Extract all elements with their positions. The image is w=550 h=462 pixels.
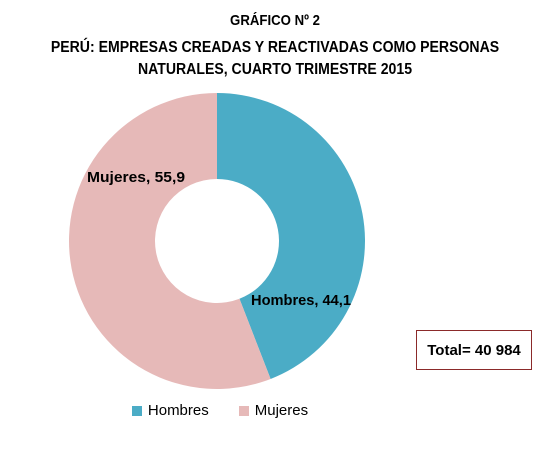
chart-legend: Hombres Mujeres <box>0 402 440 419</box>
chart-title-block: GRÁFICO Nº 2 PERÚ: EMPRESAS CREADAS Y RE… <box>33 12 517 81</box>
donut-slices <box>69 93 366 389</box>
total-box: Total= 40 984 <box>416 330 532 370</box>
legend-label-mujeres: Mujeres <box>254 402 309 419</box>
slice-hombres <box>217 93 366 379</box>
legend-swatch-mujeres <box>238 405 249 416</box>
data-label-mujeres: Mujeres, 55,9 <box>87 169 185 186</box>
legend-item-mujeres: Mujeres <box>238 402 309 419</box>
chart-title-line-2: NATURALES, CUARTO TRIMESTRE 2015 <box>137 61 413 78</box>
total-label: Total= 40 984 <box>427 341 521 359</box>
legend-label-hombres: Hombres <box>147 402 209 419</box>
legend-item-hombres: Hombres <box>131 402 209 419</box>
donut-data-labels: Hombres, 44,1 Mujeres, 55,9 <box>87 169 351 309</box>
chart-title-line-1: PERÚ: EMPRESAS CREADAS Y REACTIVADAS COM… <box>50 39 500 56</box>
legend-swatch-hombres <box>131 405 142 416</box>
figure-label: GRÁFICO Nº 2 <box>230 12 320 29</box>
slice-mujeres <box>69 93 271 389</box>
data-label-hombres: Hombres, 44,1 <box>251 292 351 309</box>
